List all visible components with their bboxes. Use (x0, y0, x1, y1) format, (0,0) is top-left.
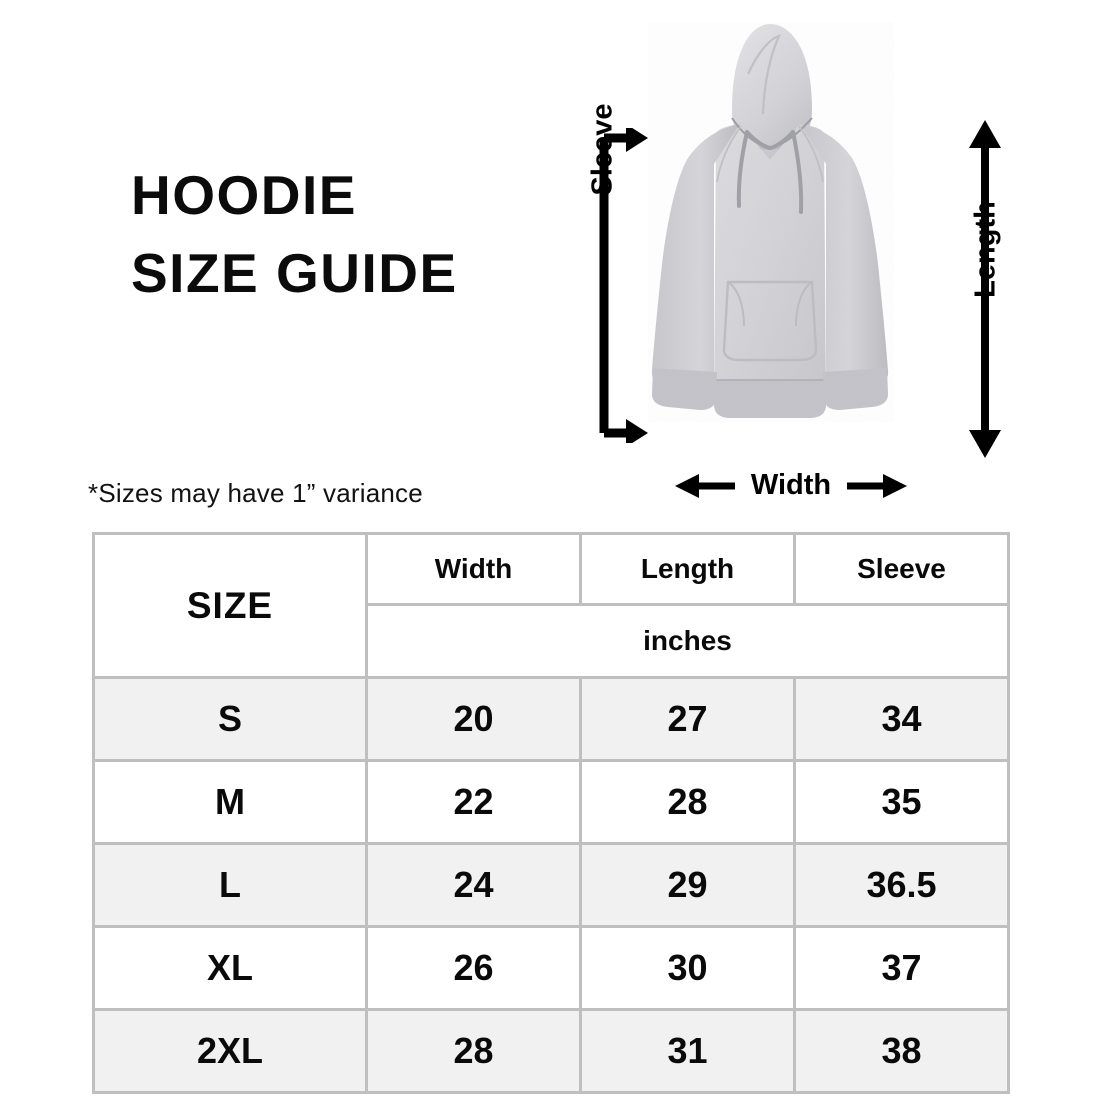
hoodie-figure: Sleeve Length Width (570, 8, 1070, 518)
cell-width: 26 (365, 925, 582, 1011)
cell-sleeve: 38 (793, 1008, 1010, 1094)
cell-size: L (92, 842, 368, 928)
arrow-left-icon (674, 474, 735, 498)
cell-length: 27 (579, 676, 796, 762)
width-measure-label: Width (750, 468, 832, 501)
length-measure-arrow (969, 120, 1001, 458)
table-row: XL 26 30 37 (92, 925, 1010, 1011)
table-row: M 22 28 35 (92, 759, 1010, 845)
header-length: Length (579, 532, 796, 606)
hoodie-illustration (648, 22, 894, 422)
sleeve-measure-label: Sleeve (586, 103, 619, 196)
sleeve-measure-arrow (599, 128, 648, 443)
cell-size: XL (92, 925, 368, 1011)
size-chart-table: SIZE Width Length Sleeve inches S 20 27 … (92, 532, 1010, 1094)
arrow-right-icon (847, 474, 908, 498)
page-title: HOODIE SIZE GUIDE (131, 156, 561, 312)
cell-size: M (92, 759, 368, 845)
title-line-1: HOODIE (131, 164, 357, 226)
variance-note: *Sizes may have 1” variance (88, 478, 423, 508)
width-measure-arrow: Width (656, 463, 926, 509)
title-line-2: SIZE GUIDE (131, 242, 458, 305)
cell-width: 20 (365, 676, 582, 762)
cell-size: S (92, 676, 368, 762)
cell-length: 30 (579, 925, 796, 1011)
cell-length: 28 (579, 759, 796, 845)
table-row: S 20 27 34 (92, 676, 1010, 762)
header-unit: inches (365, 603, 1010, 679)
cell-width: 24 (365, 842, 582, 928)
cell-size: 2XL (92, 1008, 368, 1094)
cell-sleeve: 34 (793, 676, 1010, 762)
header-size: SIZE (92, 532, 368, 679)
length-measure-label: Length (969, 201, 1002, 298)
header-width: Width (365, 532, 582, 606)
table-row: L 24 29 36.5 (92, 842, 1010, 928)
table-header-row-1: SIZE Width Length Sleeve (92, 532, 1010, 679)
cell-sleeve: 35 (793, 759, 1010, 845)
header-sleeve: Sleeve (793, 532, 1010, 606)
cell-length: 31 (579, 1008, 796, 1094)
table-row: 2XL 28 31 38 (92, 1008, 1010, 1094)
cell-width: 22 (365, 759, 582, 845)
table-header-row-2: inches (94, 603, 1010, 679)
cell-sleeve: 36.5 (793, 842, 1010, 928)
cell-length: 29 (579, 842, 796, 928)
cell-sleeve: 37 (793, 925, 1010, 1011)
cell-width: 28 (365, 1008, 582, 1094)
